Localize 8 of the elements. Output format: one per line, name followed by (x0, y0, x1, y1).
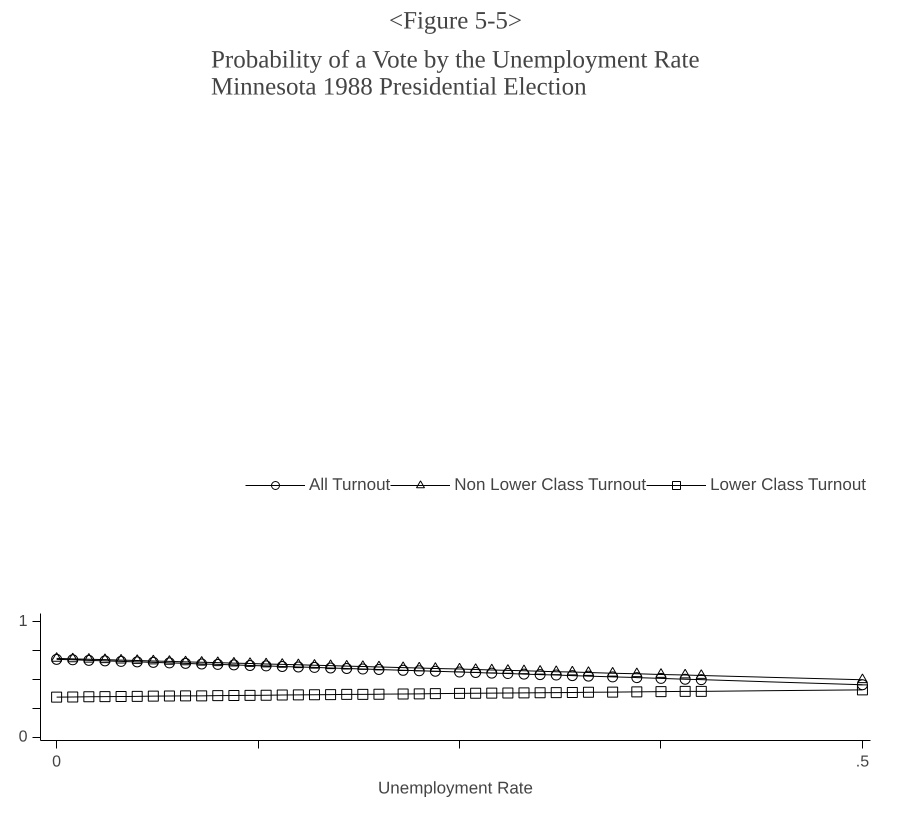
chart-title: <Figure 5-5> (388, 8, 522, 34)
x-tick-label: .5 (856, 754, 870, 770)
legend-label: Non Lower Class Turnout (454, 475, 646, 495)
y-tick-label: 1 (18, 613, 28, 630)
x-axis-title: Unemployment Rate (378, 778, 533, 798)
legend-label: All Turnout (309, 475, 390, 495)
legend-label: Lower Class Turnout (710, 475, 866, 495)
chart-subtitle: Probability of a Vote by the Unemployment Rate Minnesota 1988 Presidential Election (210, 46, 700, 100)
